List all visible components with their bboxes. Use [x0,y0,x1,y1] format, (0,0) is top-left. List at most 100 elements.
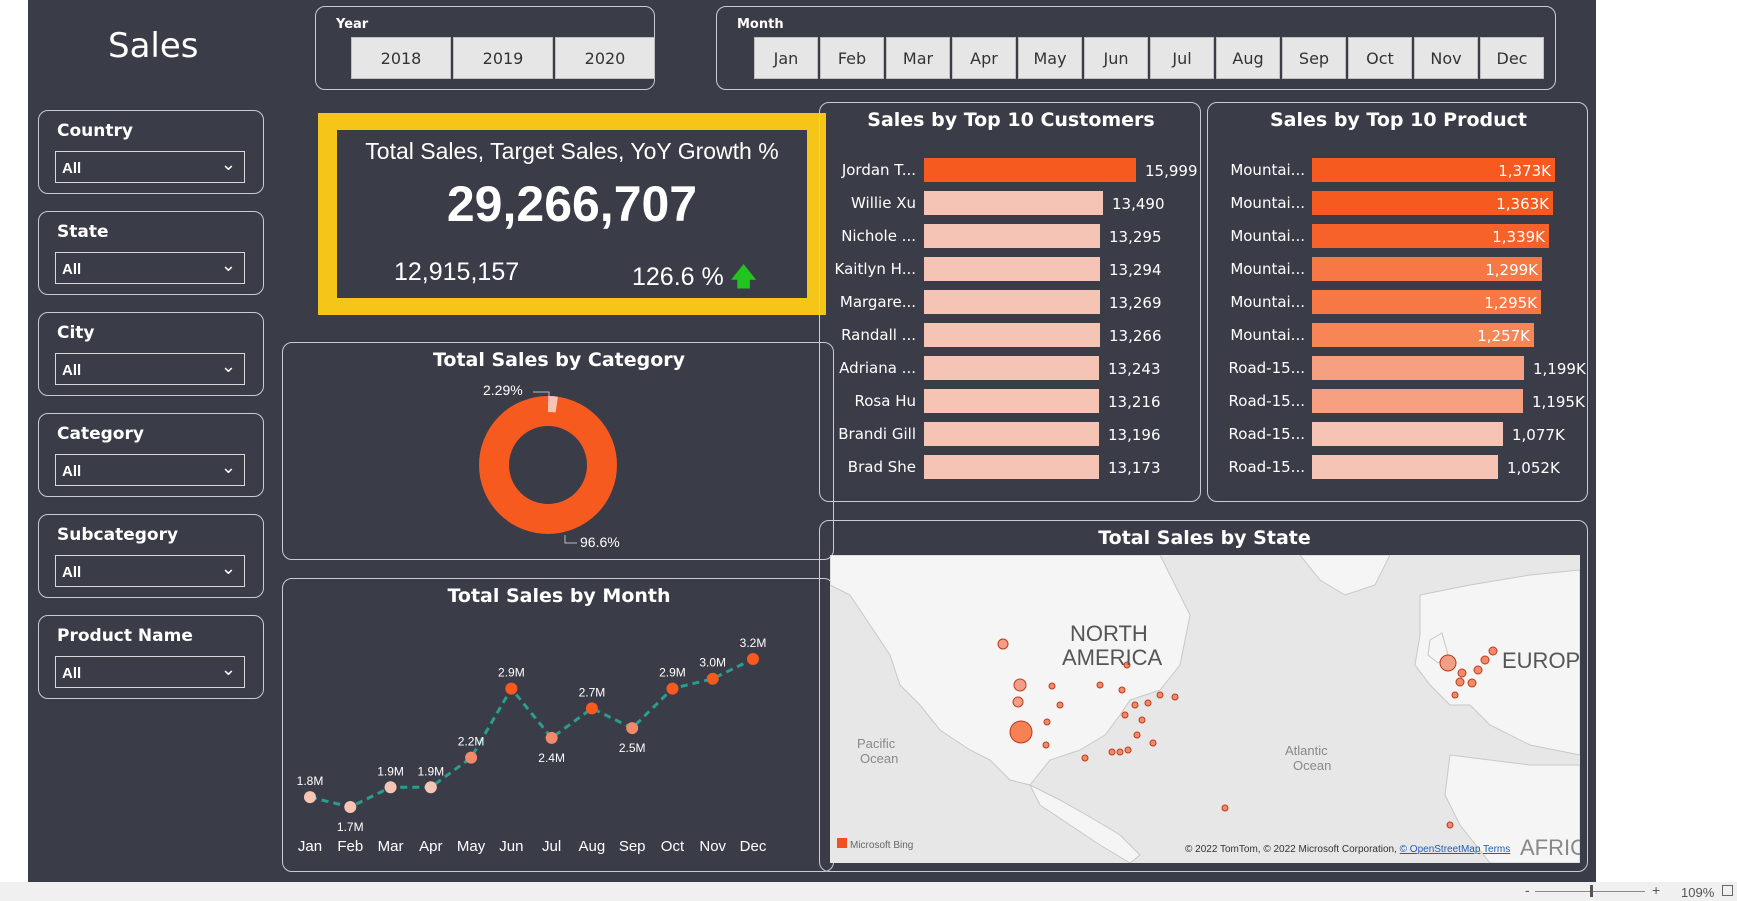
bar[interactable] [924,158,1136,182]
bar-category-label: Road-15... [1228,458,1305,476]
map-bubble[interactable] [1081,754,1089,762]
bar[interactable] [1312,422,1503,446]
map-bubble[interactable] [1133,731,1141,739]
map-bubble[interactable] [1056,701,1064,709]
map-bubble[interactable] [1108,748,1116,756]
map-bubble[interactable] [1013,678,1027,692]
map-bubble[interactable] [1156,691,1164,699]
map-bubble[interactable] [1043,718,1051,726]
data-point[interactable] [706,672,719,685]
map-bubble[interactable] [1149,739,1157,747]
data-point[interactable] [666,682,679,695]
map-bubble[interactable] [1451,691,1459,699]
map-bubble[interactable] [1467,678,1477,688]
bar[interactable] [924,224,1100,248]
data-point[interactable] [505,682,518,695]
map-bubble[interactable] [1144,699,1152,707]
month-button-oct[interactable]: Oct [1348,37,1412,79]
data-label: 1.9M [377,764,404,778]
year-button-2020[interactable]: 2020 [555,37,655,79]
bar[interactable] [924,455,1099,479]
map-bubble[interactable] [1012,696,1024,708]
data-point[interactable] [626,722,639,735]
map-bubble[interactable] [1457,668,1467,678]
map-bubble[interactable] [1116,748,1124,756]
map-copyright-text: © 2022 TomTom, © 2022 Microsoft Corporat… [1185,844,1397,855]
month-button-nov[interactable]: Nov [1414,37,1478,79]
data-point[interactable] [585,702,598,715]
map-bubble[interactable] [1439,654,1457,672]
month-button-apr[interactable]: Apr [952,37,1016,79]
month-button-mar[interactable]: Mar [886,37,950,79]
map-bubble[interactable] [997,638,1009,650]
bar[interactable] [924,422,1099,446]
data-point[interactable] [424,781,437,794]
month-button-dec[interactable]: Dec [1480,37,1544,79]
donut-slice-minor[interactable] [548,395,558,413]
category-dropdown[interactable]: All ⌄ [55,454,245,486]
map-bubble[interactable] [1480,655,1490,665]
map-bubble[interactable] [1121,711,1129,719]
bar[interactable] [1312,224,1549,248]
state-map[interactable]: NORTH AMERICA EUROPE Pacific Ocean Atlan… [830,555,1580,863]
data-point[interactable] [545,731,558,744]
bar[interactable] [1312,290,1541,314]
month-button-sep[interactable]: Sep [1282,37,1346,79]
map-bubble[interactable] [1171,693,1179,701]
bar[interactable] [924,323,1100,347]
month-button-aug[interactable]: Aug [1216,37,1280,79]
map-bubble[interactable] [1048,682,1056,690]
bar[interactable] [924,389,1099,413]
country-dropdown[interactable]: All ⌄ [55,151,245,183]
bar[interactable] [1312,455,1498,479]
map-bubble[interactable] [1096,681,1104,689]
fit-page-icon[interactable] [1722,885,1733,896]
bar[interactable] [924,290,1100,314]
bar[interactable] [1312,356,1524,380]
map-bubble[interactable] [1124,746,1132,754]
year-button-2018[interactable]: 2018 [351,37,451,79]
data-point[interactable] [384,781,397,794]
product-name-dropdown[interactable]: All ⌄ [55,656,245,688]
month-button-jun[interactable]: Jun [1084,37,1148,79]
subcategory-dropdown[interactable]: All ⌄ [55,555,245,587]
map-bubble[interactable] [1009,720,1033,744]
bar[interactable] [924,191,1103,215]
data-point[interactable] [747,653,759,665]
year-button-2019[interactable]: 2019 [453,37,553,79]
month-button-jan[interactable]: Jan [754,37,818,79]
bar[interactable] [924,257,1100,281]
city-dropdown[interactable]: All ⌄ [55,353,245,385]
map-bubble[interactable] [1118,686,1126,694]
data-point[interactable] [304,791,316,804]
bar[interactable] [1312,191,1553,215]
map-bubble[interactable] [1488,646,1498,656]
bar[interactable] [924,356,1099,380]
bar[interactable] [1312,323,1534,347]
donut-slice-major[interactable] [479,396,617,534]
data-point[interactable] [344,801,357,813]
map-bubble[interactable] [1138,716,1146,724]
terms-link[interactable]: Terms [1483,844,1510,855]
month-button-may[interactable]: May [1018,37,1082,79]
osm-link[interactable]: © OpenStreetMap [1400,844,1481,855]
month-button-jul[interactable]: Jul [1150,37,1214,79]
zoom-plus-button[interactable]: + [1652,882,1661,898]
map-bubble[interactable] [1221,804,1229,812]
map-bubble[interactable] [1446,821,1454,829]
zoom-minus-button[interactable]: - [1525,882,1530,898]
map-bubble[interactable] [1473,665,1483,675]
bar[interactable] [1312,158,1555,182]
monthly-sales-chart: 1.8M Jan 1.7M Feb 1.9M Mar 1.9M Apr 2.2M May 2.9M J… [297,636,767,855]
zoom-slider-thumb[interactable] [1590,885,1593,897]
bar[interactable] [1312,257,1542,281]
month-button-feb[interactable]: Feb [820,37,884,79]
map-bubble[interactable] [1123,661,1131,669]
state-filter-label: State [57,222,109,242]
state-dropdown[interactable]: All ⌄ [55,252,245,284]
bar[interactable] [1312,389,1523,413]
map-bubble[interactable] [1042,741,1050,749]
data-point[interactable] [465,751,478,764]
map-bubble[interactable] [1455,677,1465,687]
map-bubble[interactable] [1131,701,1139,709]
